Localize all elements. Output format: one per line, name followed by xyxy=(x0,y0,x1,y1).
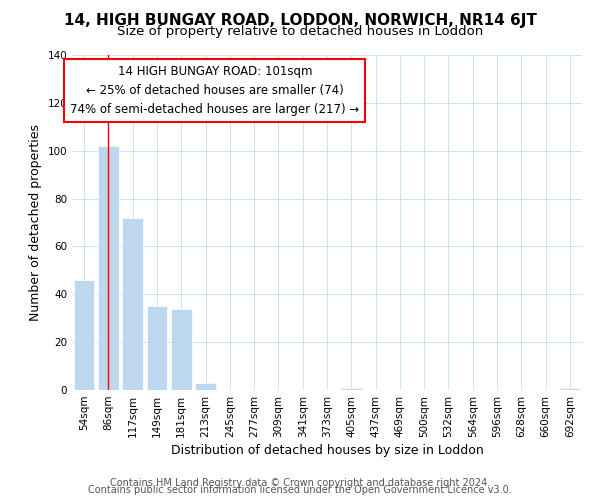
Bar xyxy=(341,388,362,390)
X-axis label: Distribution of detached houses by size in Loddon: Distribution of detached houses by size … xyxy=(170,444,484,457)
Bar xyxy=(171,308,191,390)
Bar xyxy=(98,146,119,390)
Text: Contains HM Land Registry data © Crown copyright and database right 2024.: Contains HM Land Registry data © Crown c… xyxy=(110,478,490,488)
Bar xyxy=(146,306,167,390)
Bar xyxy=(122,218,143,390)
Bar xyxy=(195,383,216,390)
Y-axis label: Number of detached properties: Number of detached properties xyxy=(29,124,42,321)
Text: 14, HIGH BUNGAY ROAD, LODDON, NORWICH, NR14 6JT: 14, HIGH BUNGAY ROAD, LODDON, NORWICH, N… xyxy=(64,12,536,28)
Text: 14 HIGH BUNGAY ROAD: 101sqm
← 25% of detached houses are smaller (74)
74% of sem: 14 HIGH BUNGAY ROAD: 101sqm ← 25% of det… xyxy=(70,65,359,116)
Text: Contains public sector information licensed under the Open Government Licence v3: Contains public sector information licen… xyxy=(88,485,512,495)
Bar xyxy=(74,280,94,390)
Bar xyxy=(560,388,580,390)
Text: Size of property relative to detached houses in Loddon: Size of property relative to detached ho… xyxy=(117,25,483,38)
